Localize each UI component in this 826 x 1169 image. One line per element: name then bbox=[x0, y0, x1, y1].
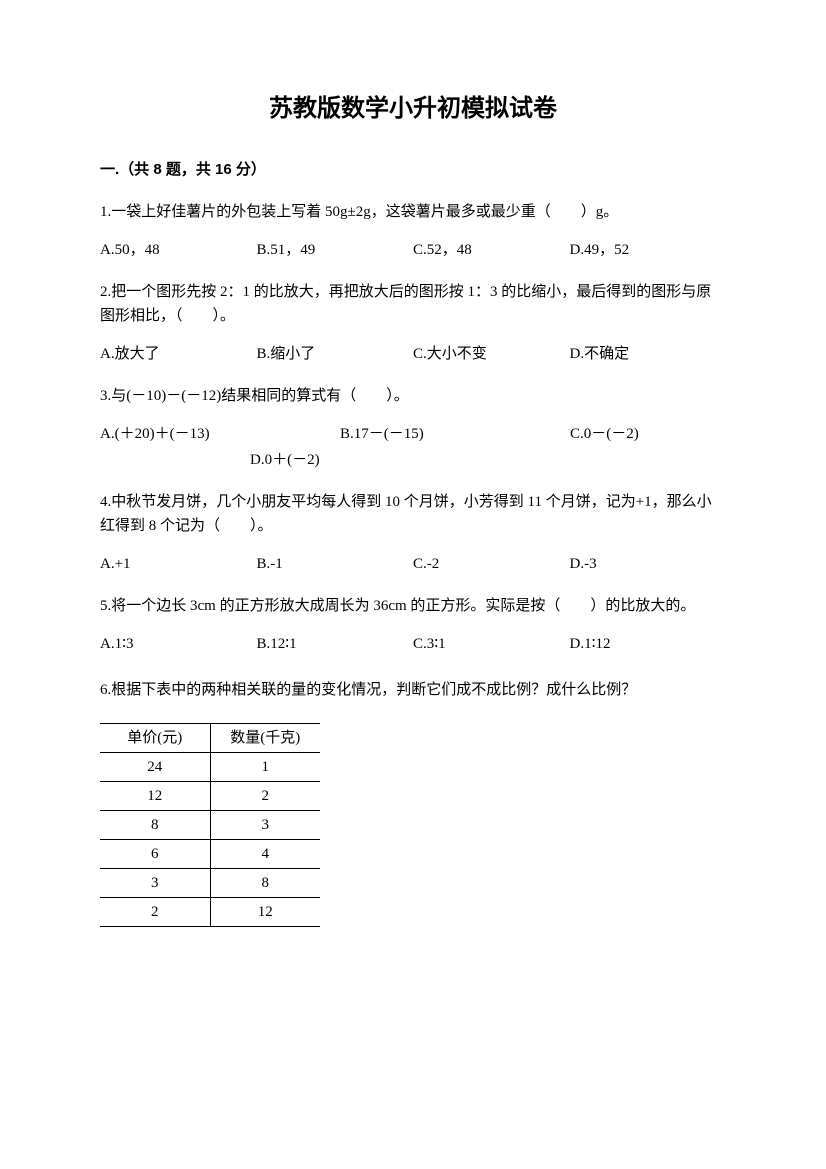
table-cell: 2 bbox=[100, 898, 210, 927]
question-5-options: A.1∶3 B.12∶1 C.3∶1 D.1∶12 bbox=[100, 632, 726, 656]
question-1-options: A.50，48 B.51，49 C.52，48 D.49，52 bbox=[100, 238, 726, 262]
q5-option-b: B.12∶1 bbox=[257, 632, 414, 656]
question-1-text: 1.一袋上好佳薯片的外包装上写着 50g±2g，这袋薯片最多或最少重（ ）g。 bbox=[100, 200, 726, 224]
exam-title: 苏教版数学小升初模拟试卷 bbox=[100, 90, 726, 128]
q3-option-d: D.0＋(－2) bbox=[250, 448, 320, 472]
table-cell: 3 bbox=[100, 869, 210, 898]
q3-option-c-cont bbox=[100, 448, 250, 472]
table-cell: 6 bbox=[100, 840, 210, 869]
question-3-options: A.(＋20)＋(－13) B.17－(－15) C.0－(－2) D.0＋(－… bbox=[100, 422, 726, 472]
question-6: 6.根据下表中的两种相关联的量的变化情况，判断它们成不成比例？成什么比例？ 单价… bbox=[100, 674, 726, 927]
question-2: 2.把一个图形先按 2：1 的比放大，再把放大后的图形按 1：3 的比缩小，最后… bbox=[100, 280, 726, 366]
q3-option-c: C.0－(－2) bbox=[570, 422, 639, 446]
table-row: 24 1 bbox=[100, 753, 320, 782]
q2-option-a: A.放大了 bbox=[100, 342, 257, 366]
q1-option-d: D.49，52 bbox=[570, 238, 727, 262]
question-5-text: 5.将一个边长 3cm 的正方形放大成周长为 36cm 的正方形。实际是按（ ）… bbox=[100, 594, 726, 618]
question-6-table-container: 单价(元) 数量(千克) 24 1 12 2 8 3 6 bbox=[100, 723, 726, 927]
question-4: 4.中秋节发月饼，几个小朋友平均每人得到 10 个月饼，小芳得到 11 个月饼，… bbox=[100, 490, 726, 576]
section-header: 一.（共 8 题，共 16 分） bbox=[100, 158, 726, 182]
table-row: 12 2 bbox=[100, 782, 320, 811]
table-cell: 8 bbox=[100, 811, 210, 840]
table-row: 8 3 bbox=[100, 811, 320, 840]
table-cell: 12 bbox=[210, 898, 320, 927]
q4-option-a: A.+1 bbox=[100, 552, 257, 576]
q3-option-a: A.(＋20)＋(－13) bbox=[100, 422, 340, 446]
question-5: 5.将一个边长 3cm 的正方形放大成周长为 36cm 的正方形。实际是按（ ）… bbox=[100, 594, 726, 656]
table-header-quantity: 数量(千克) bbox=[210, 724, 320, 753]
q3-option-b: B.17－(－15) bbox=[340, 422, 570, 446]
question-6-text: 6.根据下表中的两种相关联的量的变化情况，判断它们成不成比例？成什么比例？ bbox=[100, 674, 726, 707]
table-row: 3 8 bbox=[100, 869, 320, 898]
table-row: 2 12 bbox=[100, 898, 320, 927]
price-quantity-table: 单价(元) 数量(千克) 24 1 12 2 8 3 6 bbox=[100, 723, 320, 927]
question-2-text: 2.把一个图形先按 2：1 的比放大，再把放大后的图形按 1：3 的比缩小，最后… bbox=[100, 280, 726, 328]
q4-option-d: D.-3 bbox=[570, 552, 727, 576]
q1-option-b: B.51，49 bbox=[257, 238, 414, 262]
table-cell: 24 bbox=[100, 753, 210, 782]
question-1: 1.一袋上好佳薯片的外包装上写着 50g±2g，这袋薯片最多或最少重（ ）g。 … bbox=[100, 200, 726, 262]
q2-option-d: D.不确定 bbox=[570, 342, 727, 366]
question-4-text: 4.中秋节发月饼，几个小朋友平均每人得到 10 个月饼，小芳得到 11 个月饼，… bbox=[100, 490, 726, 538]
q5-option-c: C.3∶1 bbox=[413, 632, 570, 656]
question-4-options: A.+1 B.-1 C.-2 D.-3 bbox=[100, 552, 726, 576]
table-cell: 3 bbox=[210, 811, 320, 840]
q2-option-c: C.大小不变 bbox=[413, 342, 570, 366]
table-row: 6 4 bbox=[100, 840, 320, 869]
question-3: 3.与(－10)－(－12)结果相同的算式有（ ）。 A.(＋20)＋(－13)… bbox=[100, 384, 726, 472]
q4-option-c: C.-2 bbox=[413, 552, 570, 576]
table-cell: 2 bbox=[210, 782, 320, 811]
question-3-text: 3.与(－10)－(－12)结果相同的算式有（ ）。 bbox=[100, 384, 726, 408]
table-cell: 8 bbox=[210, 869, 320, 898]
q1-option-a: A.50，48 bbox=[100, 238, 257, 262]
q5-option-d: D.1∶12 bbox=[570, 632, 727, 656]
table-cell: 1 bbox=[210, 753, 320, 782]
question-2-options: A.放大了 B.缩小了 C.大小不变 D.不确定 bbox=[100, 342, 726, 366]
table-cell: 4 bbox=[210, 840, 320, 869]
table-header-price: 单价(元) bbox=[100, 724, 210, 753]
table-cell: 12 bbox=[100, 782, 210, 811]
table-header-row: 单价(元) 数量(千克) bbox=[100, 724, 320, 753]
q1-option-c: C.52，48 bbox=[413, 238, 570, 262]
q2-option-b: B.缩小了 bbox=[257, 342, 414, 366]
q5-option-a: A.1∶3 bbox=[100, 632, 257, 656]
q4-option-b: B.-1 bbox=[257, 552, 414, 576]
